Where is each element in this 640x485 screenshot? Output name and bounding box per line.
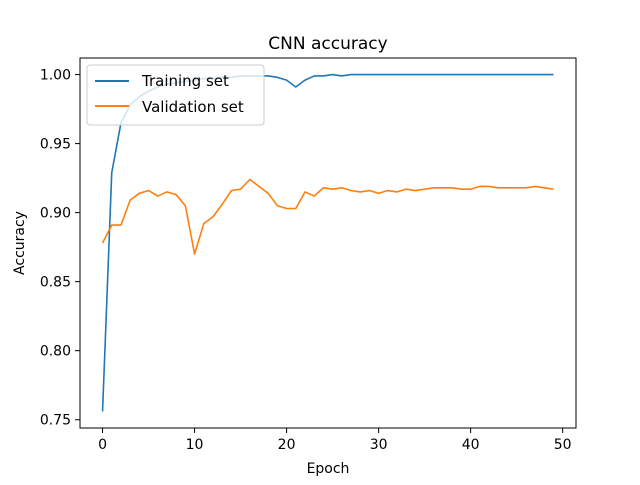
x-axis-label: Epoch <box>307 461 350 477</box>
y-tick-label: 0.90 <box>40 206 71 222</box>
y-axis-label: Accuracy <box>12 211 28 275</box>
y-tick-label: 1.00 <box>40 68 71 84</box>
legend: Training set Validation set <box>86 64 265 126</box>
chart-title: CNN accuracy <box>268 34 387 54</box>
y-tick-label: 0.80 <box>40 344 71 360</box>
x-tick-label: 10 <box>186 437 204 453</box>
plot-frame <box>79 57 577 429</box>
x-tick-label: 0 <box>98 437 107 453</box>
x-tick-label: 20 <box>278 437 296 453</box>
y-tick-label: 0.85 <box>40 275 71 291</box>
series-line-validation-set <box>101 178 554 255</box>
legend-label-training: Training set <box>141 72 229 90</box>
x-tick-label: 30 <box>370 437 388 453</box>
legend-label-validation: Validation set <box>142 98 244 116</box>
x-axis: 0 10 20 30 40 50 <box>98 428 572 453</box>
y-tick-label: 0.75 <box>40 413 71 429</box>
x-tick-label: 40 <box>462 437 480 453</box>
y-tick-label: 0.95 <box>40 137 71 153</box>
x-tick-label: 50 <box>554 437 572 453</box>
legend-box <box>86 64 265 126</box>
y-axis: 0.75 0.80 0.85 0.90 0.95 1.00 <box>40 68 80 429</box>
